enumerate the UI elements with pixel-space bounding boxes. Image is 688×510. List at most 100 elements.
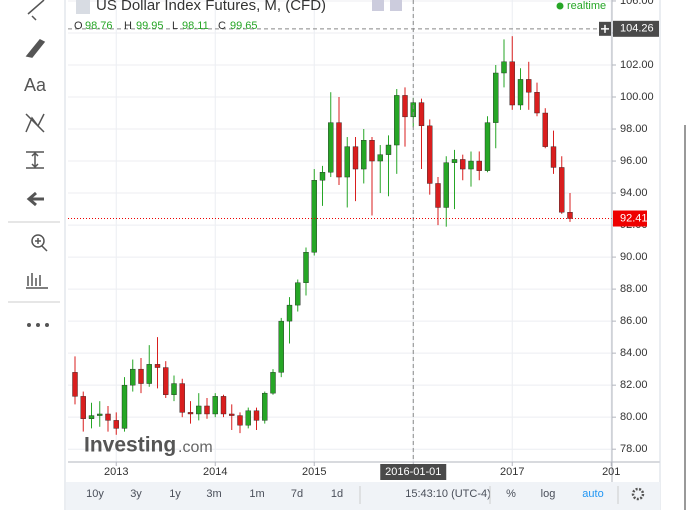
screenshot-icon[interactable] xyxy=(372,0,384,11)
range-button[interactable]: 3y xyxy=(130,488,142,500)
settings-icon[interactable] xyxy=(390,0,402,11)
pattern-icon[interactable] xyxy=(25,113,45,133)
zoom-icon-detail xyxy=(35,238,48,252)
candle-body xyxy=(559,167,565,213)
candle-body xyxy=(237,415,243,426)
y-tick-label: 78.00 xyxy=(620,443,648,455)
measure-icon[interactable] xyxy=(26,151,44,169)
more-tools[interactable] xyxy=(27,323,49,327)
candle-body xyxy=(171,383,177,395)
scale-button[interactable]: % xyxy=(506,488,516,500)
dot xyxy=(45,323,49,327)
back-icon[interactable] xyxy=(26,191,44,207)
last-price-box xyxy=(613,210,647,227)
candle-body xyxy=(319,172,326,181)
candle-body xyxy=(427,125,433,184)
ohlc-legend: O 98.76 H 99.95 L 98.11 C 99.65 xyxy=(74,20,258,32)
candle-body xyxy=(295,282,301,306)
y-tick-label: 98.00 xyxy=(620,123,648,135)
candle-body xyxy=(311,180,317,253)
watermark-domain: .com xyxy=(178,439,213,456)
candle-body xyxy=(80,396,86,419)
ohlc-label: C xyxy=(218,20,226,32)
range-button[interactable]: 7d xyxy=(291,488,303,500)
crosshair-price-label: 104.26 xyxy=(620,23,654,35)
candle-body xyxy=(468,160,474,170)
x-tick-label: 2014 xyxy=(203,466,227,478)
watermark-brand: Investing xyxy=(84,434,176,457)
candle-body xyxy=(534,92,540,114)
range-button[interactable]: 1m xyxy=(249,488,264,500)
scale-button[interactable]: auto xyxy=(582,488,603,500)
y-tick-label: 100.00 xyxy=(620,91,654,103)
x-tick-label: 201 xyxy=(602,466,620,478)
left-toolbar xyxy=(8,0,60,303)
indicators-icon[interactable] xyxy=(26,273,48,289)
candle-body xyxy=(336,122,342,178)
realtime-dot xyxy=(556,2,564,10)
candle-body xyxy=(460,159,466,170)
crosshair-price-box xyxy=(613,20,659,37)
scale-button[interactable]: log xyxy=(541,488,556,500)
text-tool[interactable]: Aa xyxy=(24,75,47,95)
range-button[interactable]: 3m xyxy=(206,488,221,500)
y-tick-label: 82.00 xyxy=(620,379,648,391)
candle-body xyxy=(253,410,260,421)
candle-body xyxy=(278,320,284,373)
candle-body xyxy=(72,372,78,397)
candle-body xyxy=(212,396,218,415)
x-tick-label: 2015 xyxy=(302,466,326,478)
candle-body xyxy=(402,95,408,118)
brush-icon[interactable] xyxy=(25,39,46,58)
candle-body xyxy=(130,368,136,386)
right-margin xyxy=(660,0,688,510)
candle-body xyxy=(154,364,161,368)
candle-body xyxy=(262,392,268,421)
candle-body xyxy=(493,72,499,123)
line-tool-icon[interactable] xyxy=(27,0,45,21)
range-button[interactable]: 1y xyxy=(169,488,181,500)
y-tick-label: 80.00 xyxy=(620,411,648,423)
y-tick-label: 90.00 xyxy=(620,251,648,263)
candle-body xyxy=(509,61,515,106)
candle-body xyxy=(369,140,375,162)
candle-body xyxy=(121,384,128,429)
candle-body xyxy=(138,368,144,384)
axes: 78.0080.0082.0084.0086.0088.0090.0092.00… xyxy=(104,0,659,480)
realtime-status: realtime xyxy=(567,0,606,12)
ohlc-value: 99.65 xyxy=(230,20,258,32)
ohlc-label: L xyxy=(172,20,178,32)
y-tick-label: 86.00 xyxy=(620,315,648,327)
dot xyxy=(36,323,40,327)
x-tick-label: 2016-01-01 xyxy=(385,466,441,478)
candle-body xyxy=(146,364,152,384)
candle-body xyxy=(286,304,293,322)
candle-body xyxy=(394,95,400,146)
y-tick-label: 102.00 xyxy=(620,59,654,71)
y-tick-label: 96.00 xyxy=(620,155,648,167)
candle-body xyxy=(542,112,548,147)
zoom-icon[interactable] xyxy=(31,234,45,248)
candle-body xyxy=(410,102,416,118)
settings-gear[interactable] xyxy=(631,487,645,501)
candle-body xyxy=(517,79,524,106)
candle-body xyxy=(303,252,309,283)
ohlc-label: H xyxy=(124,20,132,32)
candle-body xyxy=(229,413,235,416)
candle-body xyxy=(270,372,276,394)
price-axis xyxy=(612,0,660,482)
candle-body xyxy=(187,412,194,415)
range-button[interactable]: 1d xyxy=(331,488,343,500)
plus-sign xyxy=(601,24,609,33)
symbol-icon[interactable] xyxy=(76,0,90,14)
clock: 15:43:10 (UTC-4) xyxy=(405,488,491,500)
candle-body xyxy=(451,159,458,163)
candle-body xyxy=(567,212,573,219)
candle-body xyxy=(352,146,359,170)
range-button[interactable]: 10y xyxy=(86,488,104,500)
candle-body xyxy=(105,413,111,421)
candle-body xyxy=(361,140,367,170)
y-tick-label: 84.00 xyxy=(620,347,648,359)
